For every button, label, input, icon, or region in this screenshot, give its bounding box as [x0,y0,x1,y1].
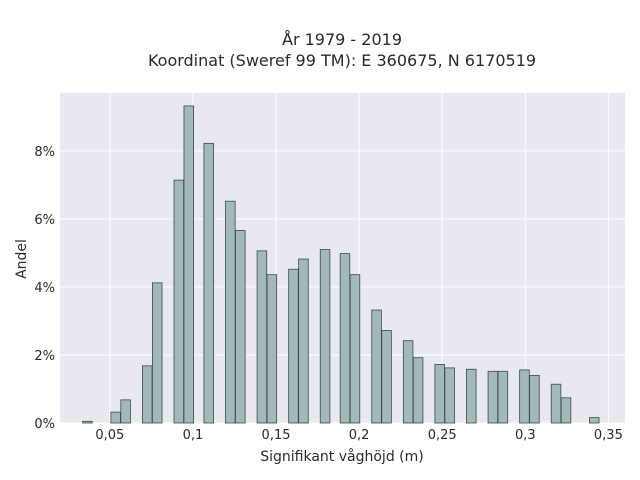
histogram-bar [173,179,185,424]
bars [82,105,600,424]
histogram-bar [560,397,572,424]
y-tick-labels: 0% 2% 4% 6% 8% [34,145,55,432]
histogram-bar [589,417,600,424]
histogram-bar [203,142,214,424]
histogram-bar [82,420,93,424]
histogram-bar [183,105,195,424]
y-tick-label: 2% [34,349,55,364]
histogram-bar [298,258,309,424]
histogram-bar [349,274,361,424]
histogram-bar [371,309,382,424]
x-tick-label: 0,05 [95,428,124,443]
histogram-bar [412,357,424,424]
histogram-bar [444,367,455,424]
histogram-bar [256,250,268,424]
histogram-bar [339,253,351,424]
x-tick-label: 0,2 [349,428,370,443]
histogram-bar [225,200,236,424]
chart-title: År 1979 - 2019 [282,30,402,49]
histogram-bar [266,274,278,424]
histogram-bar [497,370,509,424]
histogram-bar [519,369,530,424]
histogram-bar [110,411,121,424]
histogram-bar [434,364,445,424]
x-tick-label: 0,15 [262,428,291,443]
histogram-bar [235,230,246,424]
x-tick-label: 0,25 [428,428,457,443]
histogram-bar [151,282,163,424]
y-tick-label: 0% [34,417,55,432]
histogram-bar [142,365,153,424]
histogram-bar [487,370,499,424]
x-tick-label: 0,35 [594,428,623,443]
x-axis-label: Signifikant våghöjd (m) [260,448,423,465]
chart-subtitle: Koordinat (Sweref 99 TM): E 360675, N 61… [148,51,536,70]
histogram-bar [402,340,414,424]
histogram-bar [381,330,392,424]
histogram-bar [288,268,299,424]
y-axis-label: Andel [14,239,30,279]
x-tick-label: 0,3 [515,428,536,443]
histogram-bar [550,383,562,424]
x-tick-label: 0,1 [183,428,204,443]
y-tick-label: 8% [34,145,55,160]
histogram-bar [120,399,131,424]
histogram-bar [466,368,477,424]
y-tick-label: 6% [34,213,55,228]
x-tick-labels: 0,05 0,1 0,15 0,2 0,25 0,3 0,35 [95,428,622,443]
histogram-bar [529,374,540,424]
histogram-bar [319,249,331,424]
y-tick-label: 4% [34,281,55,296]
